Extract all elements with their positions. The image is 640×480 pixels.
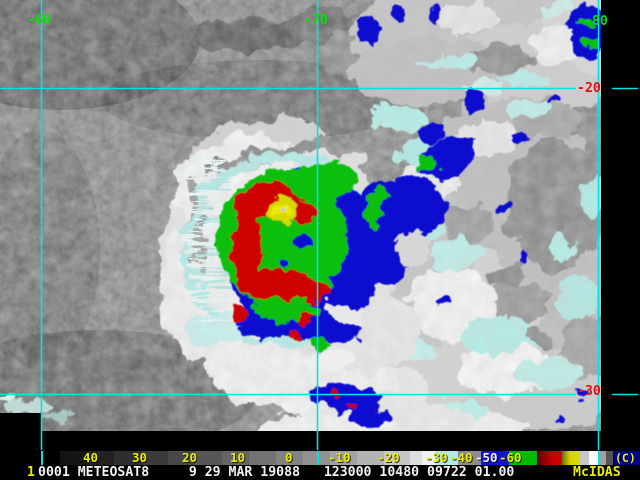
status-bar: 1 0001 METEOSAT8 9 29 MAR 19088 123000 1… <box>0 466 640 479</box>
latitude-label: -20 <box>577 81 601 96</box>
latlon-grid <box>0 0 638 450</box>
colorbar-unit-label: (C) <box>615 451 636 465</box>
gridline-through-colorbar <box>598 451 600 465</box>
longitude-label: -70 <box>304 13 328 28</box>
colorbar-tick: -60 <box>499 450 522 465</box>
colorbar-tick: 20 <box>182 450 198 465</box>
colorbar-tick: -40 <box>450 450 473 465</box>
mcidas-brand-label: McIDAS <box>573 465 621 480</box>
image-info-text: 0001 METEOSAT8 9 29 MAR 19088 123000 104… <box>38 465 515 480</box>
data-edge-notch <box>0 413 41 431</box>
colorbar-tick: 30 <box>132 450 148 465</box>
ir-enhancement <box>216 3 601 426</box>
frame-number: 1 <box>27 465 35 480</box>
colorbar-tick: -20 <box>377 450 400 465</box>
colorbar-tick: 10 <box>230 450 246 465</box>
longitude-label: -60 <box>27 13 51 28</box>
temperature-colorbar: 40 30 20 10 0 -10 -20 -30 -40 -50 -60 (C… <box>0 451 640 465</box>
longitude-label: -80 <box>584 14 608 29</box>
gridline-through-colorbar <box>317 451 319 465</box>
colorbar-tick: -30 <box>425 450 448 465</box>
colorbar-tick: 40 <box>83 450 99 465</box>
colorbar-tick: -50 <box>475 450 498 465</box>
colorbar-tick: 0 <box>285 450 293 465</box>
satellite-data-region <box>0 0 601 431</box>
colorbar-tick: -10 <box>328 450 351 465</box>
gridline-through-colorbar <box>41 451 43 465</box>
latitude-label: -30 <box>577 384 601 399</box>
